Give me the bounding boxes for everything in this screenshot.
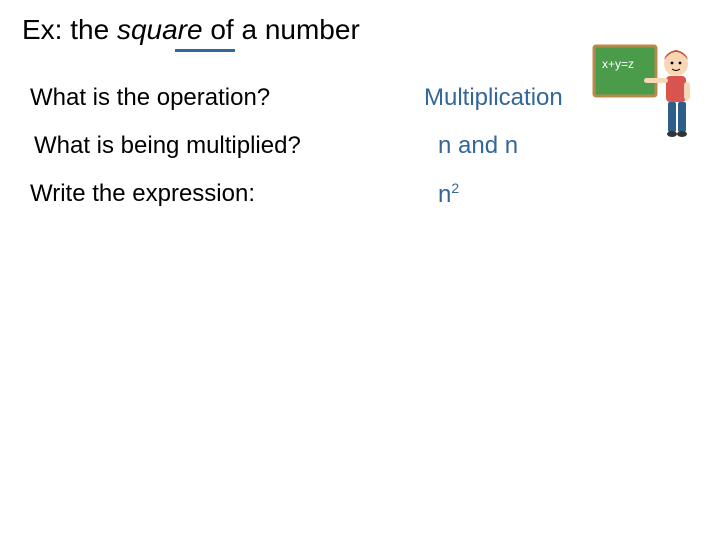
answer-3-sup: 2 xyxy=(451,180,459,196)
teacher-illustration: x+y=z xyxy=(592,42,702,142)
title-italic: square xyxy=(117,14,203,45)
question-2: What is being multiplied? xyxy=(34,132,301,160)
answer-1: Multiplication xyxy=(424,84,563,112)
title-suffix: of a number xyxy=(203,14,360,45)
underline-mark xyxy=(175,49,235,52)
title-prefix: Ex: the xyxy=(22,14,117,45)
question-3: Write the expression: xyxy=(30,180,255,208)
answer-3-base: n xyxy=(438,181,451,208)
answer-3: n2 xyxy=(438,180,459,209)
example-title: Ex: the square of a number xyxy=(22,14,360,46)
question-1: What is the operation? xyxy=(30,84,270,112)
answer-2: n and n xyxy=(438,132,518,160)
board-text-icon: x+y=z xyxy=(602,57,634,71)
